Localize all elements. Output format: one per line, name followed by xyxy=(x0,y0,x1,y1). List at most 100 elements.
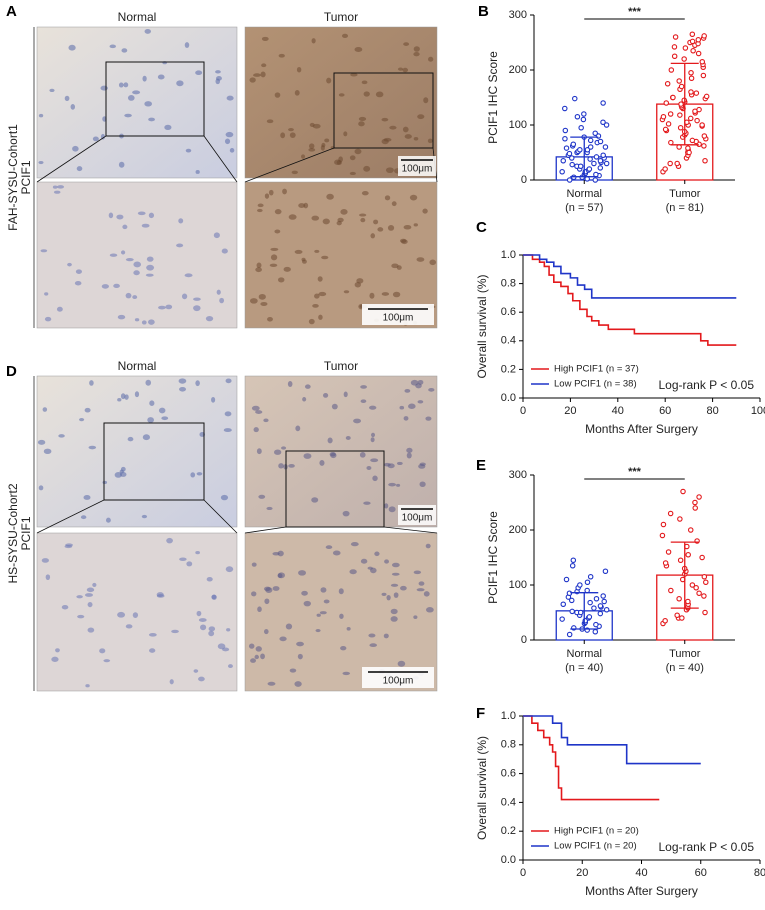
nucleus xyxy=(329,452,336,457)
nucleus xyxy=(303,453,312,459)
y-tick-label: 0.0 xyxy=(501,392,516,404)
nucleus xyxy=(361,190,369,196)
nucleus xyxy=(294,681,302,687)
nucleus xyxy=(125,624,133,629)
data-point xyxy=(676,78,682,84)
data-point xyxy=(562,105,568,112)
data-point xyxy=(676,595,682,602)
nucleus xyxy=(257,606,262,613)
x-tick-label: 0 xyxy=(520,867,526,879)
nucleus xyxy=(322,218,330,225)
nucleus xyxy=(427,138,433,144)
nucleus xyxy=(289,668,297,673)
nucleus xyxy=(190,472,196,478)
nucleus xyxy=(363,165,371,172)
nucleus xyxy=(215,78,221,85)
nucleus xyxy=(360,217,366,223)
column-title: Tumor xyxy=(324,359,358,373)
y-tick-label: 0.8 xyxy=(501,739,516,751)
nucleus xyxy=(41,558,49,563)
nucleus xyxy=(396,265,402,270)
data-point xyxy=(603,160,610,167)
nucleus xyxy=(213,232,220,239)
nucleus xyxy=(425,543,431,549)
panel-label: B xyxy=(478,3,489,20)
nucleus xyxy=(291,170,298,175)
nucleus xyxy=(350,73,358,77)
nucleus xyxy=(92,136,99,142)
nucleus xyxy=(226,95,234,101)
data-point xyxy=(699,58,706,65)
nucleus xyxy=(256,262,262,269)
nucleus xyxy=(56,185,65,189)
nucleus xyxy=(179,557,187,561)
data-point xyxy=(592,628,599,635)
data-point xyxy=(665,549,672,555)
nucleus xyxy=(148,117,155,122)
nucleus xyxy=(416,257,425,262)
nucleus xyxy=(406,447,413,453)
nucleus xyxy=(318,314,323,320)
data-point xyxy=(667,111,674,117)
zoom-line xyxy=(383,526,438,534)
nucleus xyxy=(370,437,375,443)
data-point xyxy=(677,112,683,118)
nucleus xyxy=(277,277,285,283)
nucleus xyxy=(298,570,307,576)
nucleus xyxy=(67,262,72,267)
nucleus xyxy=(308,147,316,152)
y-tick-label: 0.4 xyxy=(501,335,516,347)
data-point xyxy=(587,144,594,150)
nucleus xyxy=(342,671,351,676)
nucleus xyxy=(208,626,216,632)
x-tick-label: 100 xyxy=(751,405,765,417)
nucleus xyxy=(267,316,273,322)
nucleus xyxy=(384,503,389,509)
nucleus xyxy=(77,614,85,619)
data-point xyxy=(670,94,676,101)
nucleus xyxy=(195,380,200,387)
nucleus xyxy=(146,256,154,262)
nucleus xyxy=(399,238,407,243)
nucleus xyxy=(423,97,429,104)
column-title: Normal xyxy=(118,359,157,373)
nucleus xyxy=(171,629,179,634)
nucleus xyxy=(156,594,165,598)
nucleus xyxy=(312,123,321,129)
nucleus xyxy=(268,189,274,196)
data-point xyxy=(559,169,565,175)
data-point xyxy=(600,152,606,159)
nucleus xyxy=(403,225,412,230)
category-note: (n = 40) xyxy=(565,662,603,674)
data-point xyxy=(699,554,705,561)
nucleus xyxy=(295,425,301,432)
nucleus xyxy=(225,566,234,573)
nucleus xyxy=(358,116,367,122)
nucleus xyxy=(312,304,319,308)
data-point xyxy=(686,149,692,156)
data-point xyxy=(685,551,691,558)
nucleus xyxy=(166,537,173,544)
scale-label: 100μm xyxy=(383,676,414,687)
nucleus xyxy=(149,400,155,407)
nucleus xyxy=(226,628,231,632)
nucleus xyxy=(391,572,400,576)
nucleus xyxy=(99,648,106,654)
nucleus xyxy=(302,259,307,264)
y-tick-label: 0.4 xyxy=(501,796,516,808)
y-tick-label: 0 xyxy=(521,634,527,646)
data-point xyxy=(695,36,702,43)
nucleus xyxy=(326,77,332,84)
nucleus xyxy=(419,481,426,488)
nucleus xyxy=(283,266,291,272)
nucleus xyxy=(124,113,132,118)
nucleus xyxy=(324,138,330,143)
nucleus xyxy=(274,209,282,215)
data-point xyxy=(692,505,698,511)
nucleus xyxy=(322,393,329,398)
nucleus xyxy=(125,292,132,299)
nucleus xyxy=(354,282,361,288)
data-point xyxy=(701,33,707,39)
nucleus xyxy=(413,615,418,619)
data-point xyxy=(563,576,570,583)
